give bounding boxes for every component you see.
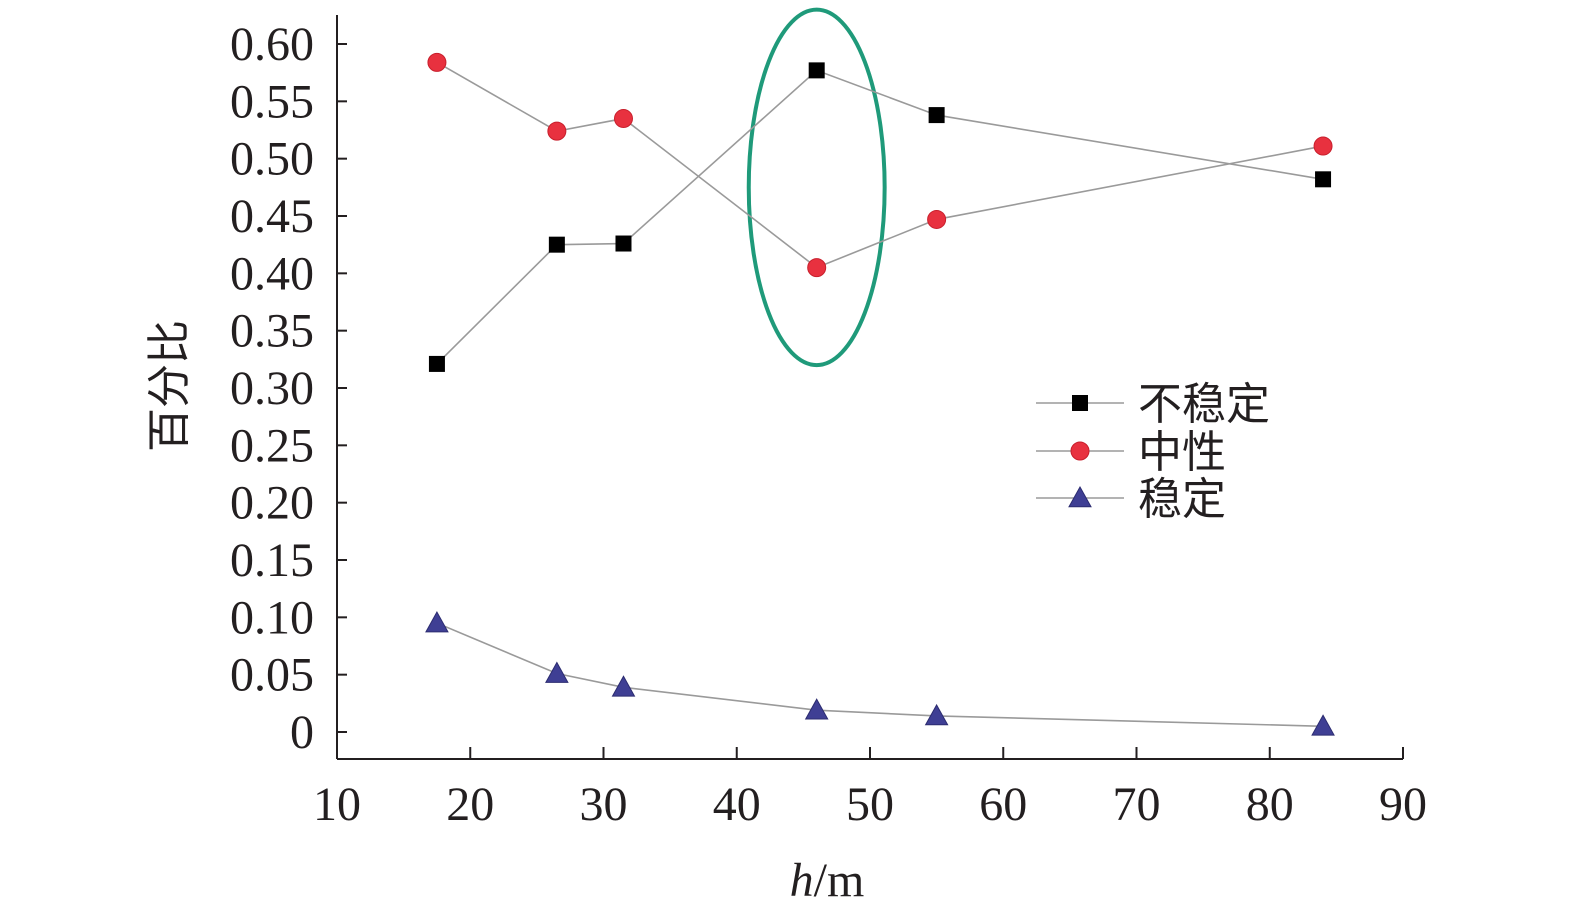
- data-point-square: [615, 235, 632, 252]
- y-tick-label: 0.15: [230, 534, 314, 587]
- x-tick-label: 80: [1246, 778, 1294, 831]
- y-tick-label: 0.50: [230, 133, 314, 186]
- legend-marker-circle: [1070, 441, 1090, 461]
- data-point-triangle: [425, 611, 449, 633]
- y-tick-label: 0.05: [230, 649, 314, 702]
- y-tick-label: 0.10: [230, 591, 314, 644]
- y-tick-label: 0.30: [230, 362, 314, 415]
- data-point-circle: [547, 121, 567, 141]
- axis-titles: h/m 百分比: [144, 320, 864, 907]
- y-tick-label: 0.40: [230, 247, 314, 300]
- legend-marker-triangle: [1068, 485, 1092, 508]
- data-point-triangle: [611, 675, 636, 697]
- series-layer: [425, 52, 1335, 736]
- y-tick-label: 0.20: [230, 477, 314, 530]
- data-point-circle: [613, 109, 633, 129]
- x-axis-title-italic: h: [790, 854, 814, 907]
- data-point-circle: [807, 258, 827, 278]
- y-tick-label: 0.25: [230, 419, 314, 472]
- y-tick-label: 0.55: [230, 75, 314, 128]
- data-point-circle: [1313, 136, 1333, 156]
- y-tick-label: 0: [290, 706, 314, 759]
- data-point-triangle: [1311, 714, 1335, 736]
- data-point-square: [808, 62, 825, 79]
- data-point-square: [548, 236, 565, 253]
- x-tick-label: 30: [580, 778, 628, 831]
- y-axis-title: 百分比: [144, 320, 195, 452]
- data-point-circle: [427, 52, 447, 72]
- data-point-triangle: [924, 703, 949, 726]
- x-axis-title: h/m: [790, 854, 865, 907]
- axes-layer: 00.050.100.150.200.250.300.350.400.450.5…: [230, 15, 1427, 831]
- x-tick-label: 90: [1379, 778, 1427, 831]
- data-point-square: [928, 107, 945, 124]
- y-tick-label: 0.60: [230, 18, 314, 71]
- highlight-ellipse: [746, 7, 887, 368]
- legend-label-triangle: 稳定: [1138, 474, 1226, 525]
- x-tick-label: 20: [446, 778, 494, 831]
- x-tick-label: 50: [846, 778, 894, 831]
- series-line-triangle: [436, 622, 1324, 728]
- x-tick-label: 70: [1113, 778, 1161, 831]
- legend-marker-square: [1072, 395, 1088, 411]
- data-point-square: [1315, 171, 1332, 188]
- series-line-circle: [436, 61, 1324, 269]
- legend-label-square: 不稳定: [1138, 379, 1270, 430]
- data-point-circle: [927, 209, 947, 229]
- data-point-triangle: [804, 698, 829, 720]
- legend-label-circle: 中性: [1138, 427, 1226, 478]
- x-axis-title-unit: /m: [814, 854, 865, 907]
- y-tick-label: 0.35: [230, 305, 314, 358]
- y-tick-label: 0.45: [230, 190, 314, 243]
- data-point-triangle: [545, 661, 569, 683]
- annotation-layer: [746, 7, 887, 368]
- series-line-square: [436, 69, 1324, 365]
- x-tick-label: 60: [979, 778, 1027, 831]
- x-tick-label: 10: [313, 778, 361, 831]
- x-tick-label: 40: [713, 778, 761, 831]
- data-point-square: [428, 355, 445, 372]
